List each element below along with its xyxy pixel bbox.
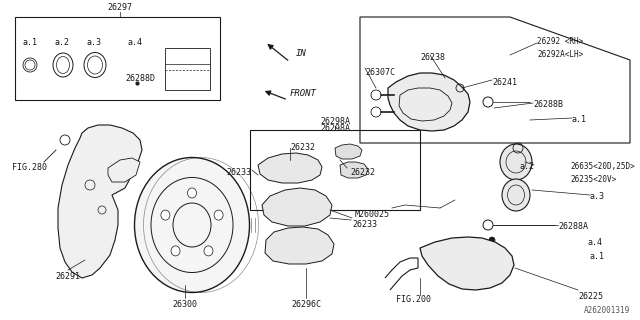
Text: 26288B: 26288B <box>533 100 563 109</box>
Polygon shape <box>108 158 140 182</box>
Text: a.2: a.2 <box>519 162 534 171</box>
Polygon shape <box>58 125 142 278</box>
Text: a.2: a.2 <box>54 38 70 47</box>
Bar <box>250 130 420 210</box>
Text: 26225: 26225 <box>578 292 603 301</box>
Text: FIG.280: FIG.280 <box>12 163 47 172</box>
Ellipse shape <box>188 188 196 198</box>
Text: FIG.200: FIG.200 <box>396 295 431 304</box>
Text: a.4: a.4 <box>587 238 602 247</box>
Text: 26297: 26297 <box>108 3 132 12</box>
Text: 26288D: 26288D <box>125 74 155 83</box>
Text: 26298A: 26298A <box>320 124 350 133</box>
Polygon shape <box>262 188 332 226</box>
Text: a.1: a.1 <box>572 115 587 124</box>
Ellipse shape <box>134 157 250 292</box>
Polygon shape <box>388 73 470 131</box>
Polygon shape <box>420 237 514 290</box>
Text: a.3: a.3 <box>86 38 102 47</box>
Ellipse shape <box>214 210 223 220</box>
Text: 26241: 26241 <box>492 78 517 87</box>
Circle shape <box>489 237 495 243</box>
Ellipse shape <box>500 144 532 180</box>
Ellipse shape <box>161 210 170 220</box>
Text: 26232: 26232 <box>290 143 315 152</box>
Text: M260025: M260025 <box>355 210 390 219</box>
Text: 26298A: 26298A <box>320 117 350 126</box>
Ellipse shape <box>502 179 530 211</box>
Ellipse shape <box>204 246 213 256</box>
Text: 26233: 26233 <box>352 220 377 229</box>
Bar <box>15 17 220 100</box>
Text: 26635<20D,25D>: 26635<20D,25D> <box>570 162 635 171</box>
Text: 26288A: 26288A <box>558 222 588 231</box>
Text: IN: IN <box>296 50 307 59</box>
Polygon shape <box>335 144 362 159</box>
Ellipse shape <box>171 246 180 256</box>
Text: 26291: 26291 <box>56 272 81 281</box>
Text: 26292A<LH>: 26292A<LH> <box>537 50 583 59</box>
Text: 26238: 26238 <box>420 53 445 62</box>
Text: 26235<20V>: 26235<20V> <box>570 175 616 184</box>
Text: 26307C: 26307C <box>365 68 395 77</box>
Text: FRONT: FRONT <box>290 89 317 98</box>
Text: a.1: a.1 <box>22 38 38 47</box>
Polygon shape <box>258 153 322 183</box>
Text: 26233: 26233 <box>226 168 251 177</box>
Text: a.1: a.1 <box>590 252 605 261</box>
Text: 26232: 26232 <box>350 168 375 177</box>
Text: A262001319: A262001319 <box>584 306 630 315</box>
Circle shape <box>489 251 495 257</box>
Polygon shape <box>340 162 368 178</box>
Text: 26296C: 26296C <box>291 300 321 309</box>
Polygon shape <box>265 227 334 264</box>
Text: a.3: a.3 <box>590 192 605 201</box>
Text: a.4: a.4 <box>127 38 143 47</box>
Ellipse shape <box>173 203 211 247</box>
Text: 26300: 26300 <box>173 300 198 309</box>
Bar <box>165 48 210 90</box>
Text: 26292 <RH>: 26292 <RH> <box>537 37 583 46</box>
